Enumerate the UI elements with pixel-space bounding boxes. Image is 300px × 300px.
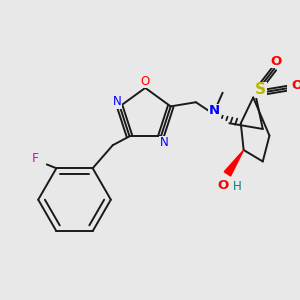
Text: S: S: [255, 82, 266, 97]
Text: N: N: [208, 104, 220, 117]
Text: H: H: [232, 180, 241, 193]
Text: N: N: [160, 136, 168, 149]
Text: O: O: [271, 55, 282, 68]
Text: O: O: [292, 80, 300, 92]
Polygon shape: [224, 150, 244, 176]
Text: N: N: [112, 95, 121, 108]
Text: O: O: [141, 75, 150, 88]
Text: F: F: [32, 152, 39, 165]
Text: O: O: [217, 179, 228, 192]
